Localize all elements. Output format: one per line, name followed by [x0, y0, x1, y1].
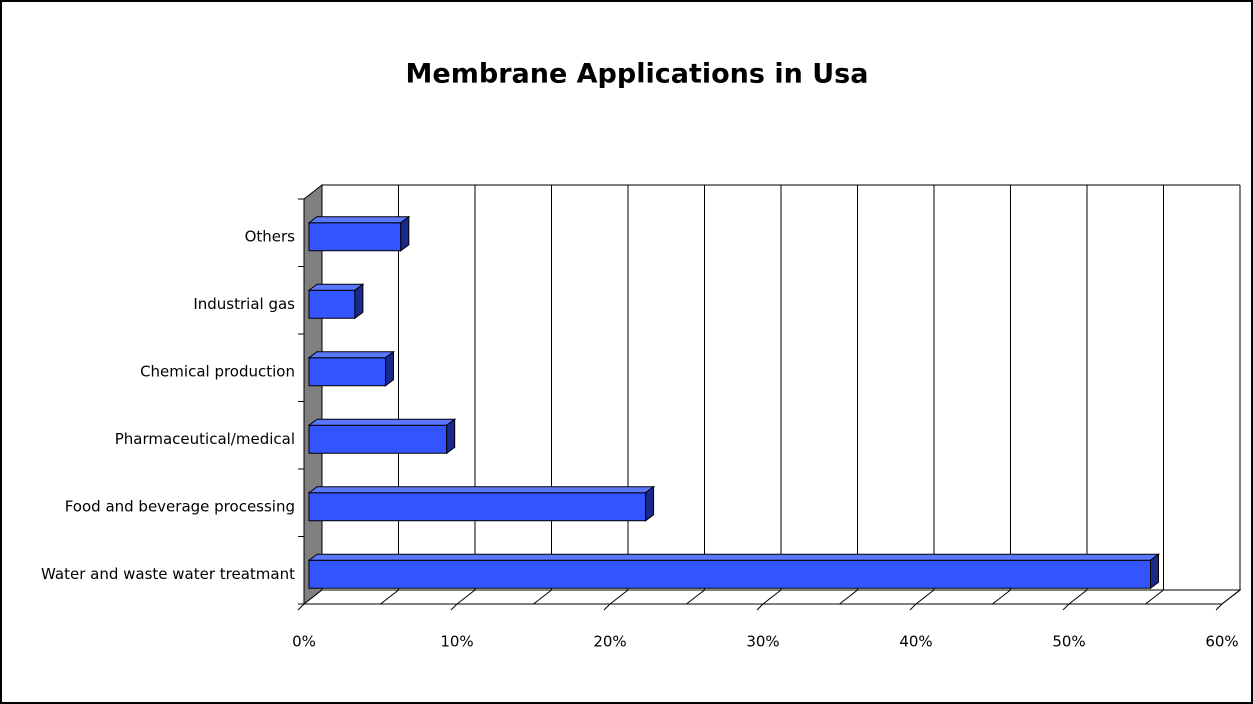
x-tick-label: 40% — [899, 633, 932, 651]
minor-grid-line — [380, 589, 399, 605]
bar-side — [354, 283, 364, 320]
bar — [308, 492, 647, 522]
bar-top — [307, 486, 656, 494]
bar-top — [307, 283, 365, 291]
grid-line — [1221, 589, 1241, 605]
y-tick-label: Food and beverage processing — [65, 497, 295, 515]
y-tick-label: Chemical production — [140, 362, 295, 380]
bar — [308, 559, 1151, 589]
bar-side — [385, 350, 394, 387]
bar — [308, 222, 402, 252]
minor-grid-line — [533, 589, 552, 605]
y-tick-label: Industrial gas — [193, 295, 295, 313]
bar — [308, 424, 448, 454]
x-tick — [297, 603, 305, 611]
x-tick-label: 10% — [440, 633, 473, 651]
bar-side — [400, 215, 410, 252]
y-tick-label: Water and waste water treatmant — [41, 565, 295, 583]
y-tick-label: Pharmaceutical/medical — [115, 430, 295, 448]
minor-grid-line — [686, 589, 705, 605]
bar-top — [307, 351, 395, 359]
bar-top — [307, 553, 1160, 561]
x-tick — [756, 603, 764, 611]
x-tick-label: 20% — [593, 633, 626, 651]
x-tick-label: 50% — [1052, 633, 1085, 651]
x-tick — [1215, 603, 1223, 611]
grid-line — [609, 589, 629, 605]
grid-line — [456, 589, 476, 605]
bar — [308, 357, 386, 387]
grid-line — [762, 589, 782, 605]
x-tick — [909, 603, 917, 611]
bar-top — [307, 418, 457, 426]
minor-grid-line — [839, 589, 858, 605]
x-tick-label: 60% — [1205, 633, 1238, 651]
bar-side — [446, 418, 456, 455]
bar — [308, 289, 356, 319]
x-tick — [1062, 603, 1070, 611]
bar-top — [307, 216, 411, 224]
chart-title: Membrane Applications in Usa — [406, 59, 869, 90]
x-tick-label: 30% — [746, 633, 779, 651]
grid-line — [1068, 589, 1088, 605]
grid-line — [915, 589, 935, 605]
minor-grid-line — [992, 589, 1011, 605]
bar-side — [1150, 553, 1159, 590]
x-tick — [603, 603, 611, 611]
bar-side — [645, 485, 655, 522]
x-tick-label: 0% — [292, 633, 316, 651]
y-tick-label: Others — [245, 227, 296, 245]
x-tick — [450, 603, 458, 611]
minor-grid-line — [1145, 589, 1164, 605]
